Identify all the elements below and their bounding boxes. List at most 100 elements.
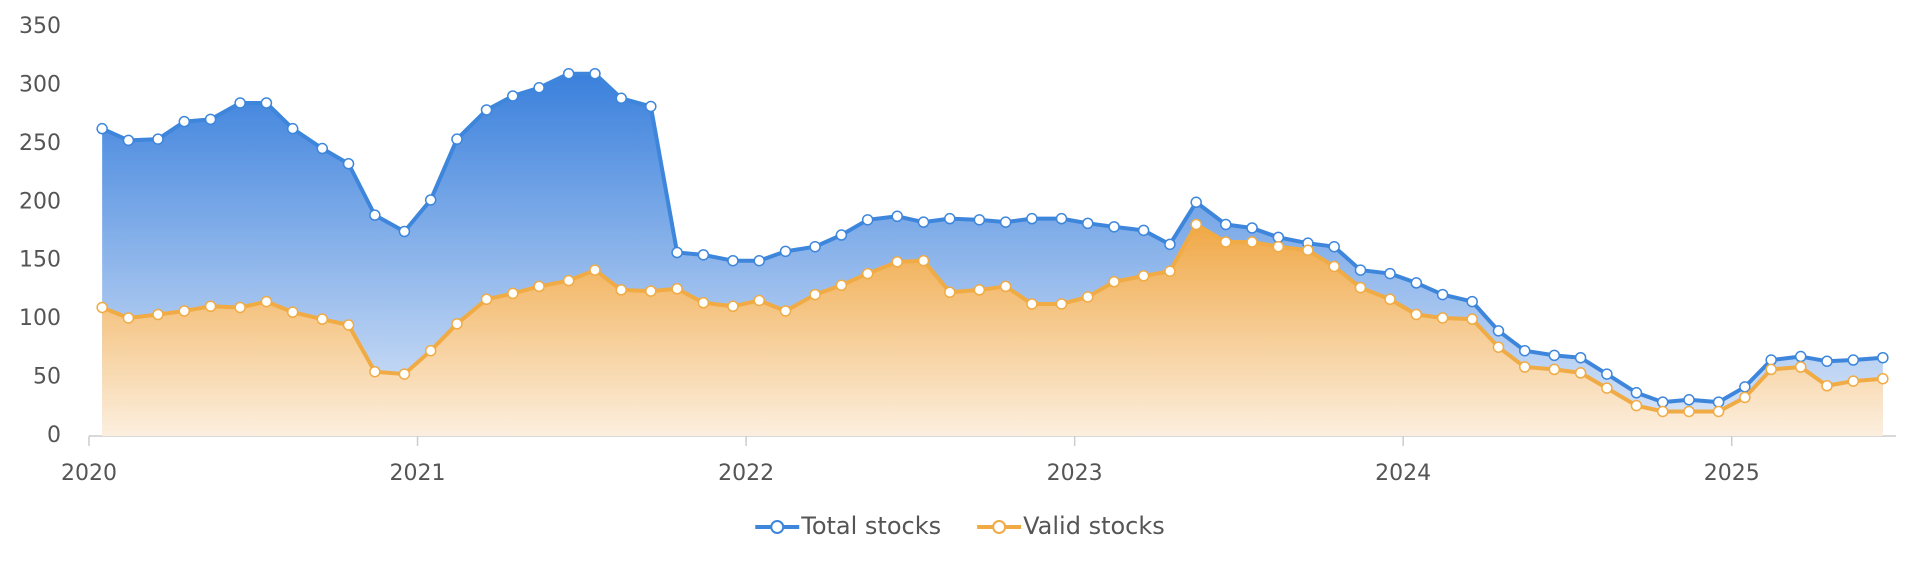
point bbox=[1026, 212, 1038, 225]
point bbox=[779, 305, 792, 317]
point bbox=[1384, 267, 1396, 280]
point bbox=[1302, 244, 1314, 256]
point bbox=[1492, 341, 1505, 353]
point bbox=[1847, 354, 1860, 366]
point bbox=[122, 134, 135, 147]
point bbox=[260, 97, 273, 109]
point bbox=[480, 293, 493, 306]
point bbox=[533, 82, 545, 94]
point bbox=[1712, 396, 1725, 408]
point bbox=[861, 267, 874, 280]
point bbox=[1137, 224, 1150, 237]
point bbox=[944, 286, 956, 299]
point bbox=[1137, 270, 1150, 282]
point bbox=[697, 249, 710, 261]
point bbox=[645, 100, 657, 113]
y-tick-label: 50 bbox=[33, 365, 61, 390]
point bbox=[533, 280, 545, 293]
point bbox=[973, 214, 986, 226]
legend-marker bbox=[992, 520, 1007, 534]
point bbox=[1108, 275, 1120, 288]
point bbox=[1410, 308, 1423, 321]
point bbox=[1739, 391, 1751, 404]
x-tick-label: 2020 bbox=[61, 461, 117, 486]
point bbox=[1272, 231, 1285, 244]
point bbox=[589, 264, 601, 276]
point bbox=[96, 301, 108, 314]
point bbox=[562, 274, 575, 287]
point bbox=[1246, 222, 1258, 234]
point bbox=[398, 225, 411, 238]
point bbox=[1794, 350, 1807, 363]
point bbox=[1877, 372, 1889, 385]
point bbox=[1082, 291, 1094, 303]
y-tick-label: 250 bbox=[19, 131, 61, 156]
point bbox=[1630, 387, 1643, 399]
point bbox=[1055, 298, 1068, 310]
point bbox=[1518, 361, 1531, 373]
point bbox=[645, 285, 657, 297]
point bbox=[1466, 313, 1478, 325]
point bbox=[1765, 354, 1777, 366]
point bbox=[1739, 381, 1751, 393]
y-tick-label: 0 bbox=[47, 423, 61, 448]
area bbox=[102, 224, 1883, 436]
point bbox=[342, 157, 355, 170]
point bbox=[1877, 351, 1889, 364]
point bbox=[480, 104, 493, 116]
point bbox=[861, 214, 874, 226]
point bbox=[1354, 264, 1367, 276]
point bbox=[809, 288, 821, 301]
point bbox=[1656, 405, 1669, 418]
point bbox=[316, 313, 329, 325]
point bbox=[809, 240, 821, 253]
point bbox=[835, 229, 848, 241]
x-tick-label: 2021 bbox=[390, 461, 446, 486]
x-tick-label: 2025 bbox=[1704, 461, 1760, 486]
point bbox=[999, 280, 1012, 293]
point bbox=[1410, 277, 1423, 289]
point bbox=[1712, 405, 1725, 418]
point bbox=[204, 300, 217, 313]
point bbox=[779, 245, 792, 258]
point bbox=[178, 115, 191, 128]
point bbox=[1082, 217, 1094, 230]
point bbox=[1794, 361, 1807, 373]
point bbox=[835, 279, 848, 292]
point bbox=[917, 216, 930, 228]
point bbox=[122, 312, 135, 324]
x-tick-label: 2023 bbox=[1047, 461, 1103, 486]
y-tick-label: 300 bbox=[19, 72, 61, 97]
point bbox=[424, 344, 437, 357]
point bbox=[1574, 351, 1587, 364]
point bbox=[1220, 218, 1232, 231]
legend-label: Valid stocks bbox=[1023, 512, 1165, 540]
point bbox=[1630, 399, 1643, 412]
point bbox=[891, 210, 903, 223]
point bbox=[1164, 265, 1176, 277]
point bbox=[286, 122, 299, 135]
y-tick-label: 200 bbox=[19, 189, 61, 214]
point bbox=[424, 194, 437, 206]
y-tick-label: 100 bbox=[19, 306, 61, 331]
point bbox=[152, 133, 164, 145]
point bbox=[96, 122, 108, 135]
point bbox=[589, 67, 601, 80]
point bbox=[1190, 196, 1202, 209]
point bbox=[1683, 405, 1695, 418]
point bbox=[1436, 288, 1449, 301]
point bbox=[615, 284, 627, 296]
point bbox=[1492, 325, 1505, 337]
point bbox=[1466, 295, 1478, 308]
point bbox=[999, 216, 1012, 228]
point bbox=[152, 308, 164, 321]
point bbox=[1821, 355, 1833, 367]
point bbox=[1108, 221, 1120, 233]
point bbox=[1246, 236, 1258, 248]
point bbox=[286, 306, 299, 318]
point bbox=[451, 133, 463, 145]
point bbox=[342, 319, 355, 331]
point bbox=[1574, 367, 1587, 379]
point bbox=[944, 212, 956, 225]
